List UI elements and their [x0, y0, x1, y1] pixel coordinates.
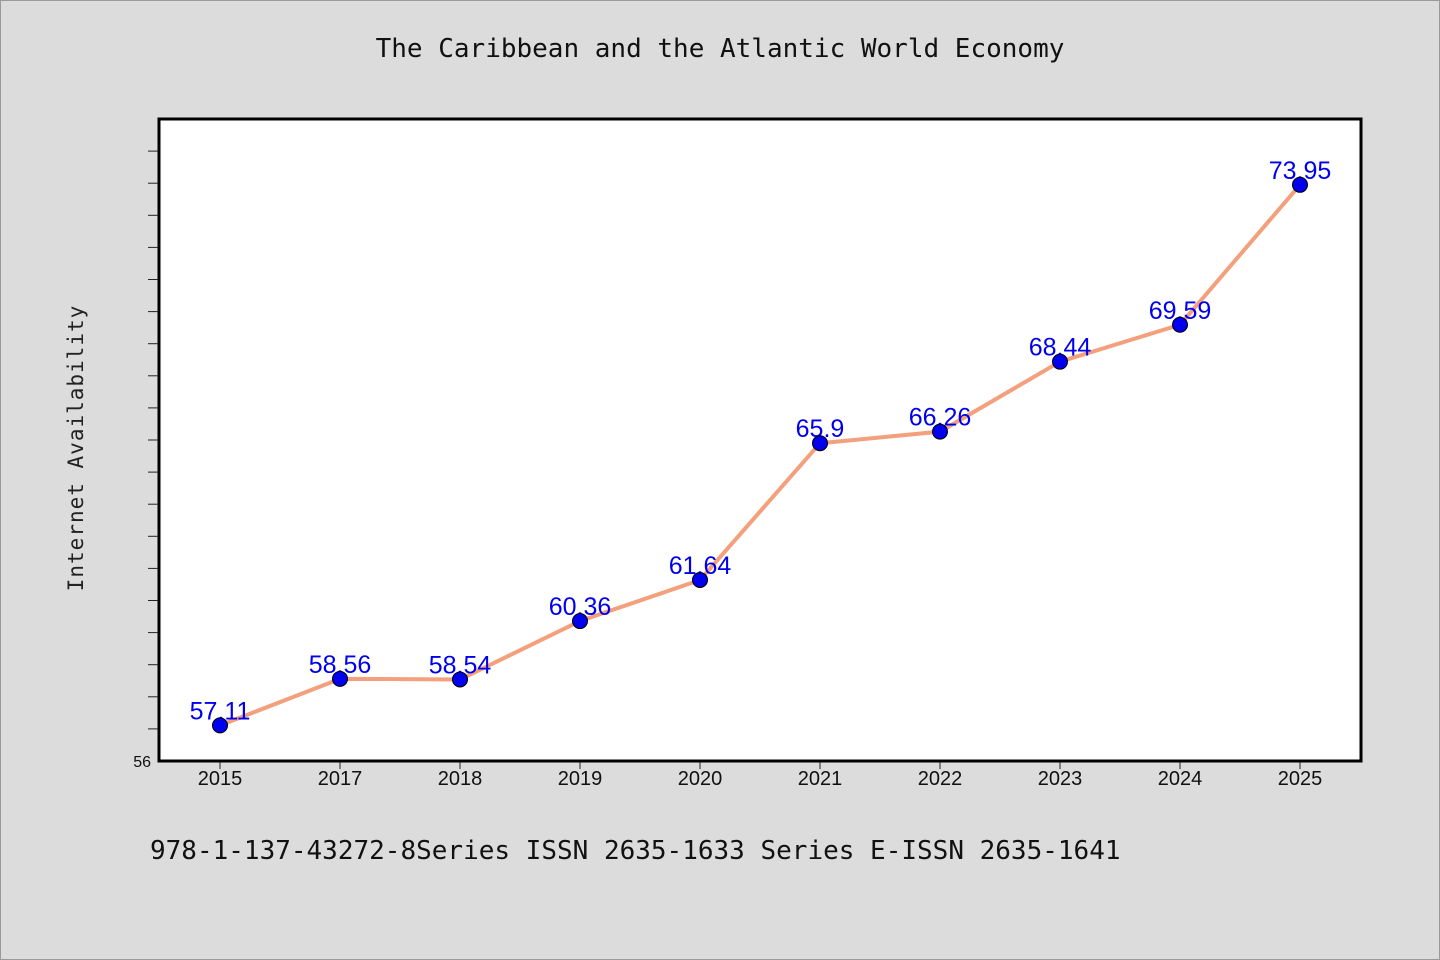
data-point — [1292, 176, 1308, 193]
y-tick-label: 56 — [133, 754, 151, 771]
data-point — [692, 571, 708, 588]
x-tick-label: 2024 — [1158, 768, 1203, 790]
data-point — [572, 613, 588, 630]
series-line — [219, 183, 1302, 728]
x-tick-label: 2021 — [798, 768, 843, 790]
chart-title: The Caribbean and the Atlantic World Eco… — [375, 34, 1065, 64]
x-tick-label: 2019 — [558, 768, 603, 790]
data-point — [452, 671, 468, 688]
data-point — [812, 435, 828, 452]
x-tick-label: 2018 — [438, 768, 483, 790]
data-point — [332, 670, 348, 687]
x-tick-label: 2015 — [198, 768, 243, 790]
x-tick-label: 2022 — [918, 768, 963, 790]
data-point — [932, 423, 948, 440]
isbn-footer: 978-1-137-43272-8Series ISSN 2635-1633 S… — [150, 836, 1121, 866]
data-point — [1172, 316, 1188, 333]
y-axis-ticks: 56 — [133, 150, 158, 771]
x-axis-ticks: 2015 2017 2018 2019 2020 2021 2022 2023 2024 2025 — [198, 762, 1323, 790]
data-point — [1052, 353, 1068, 370]
data-point — [212, 717, 228, 734]
x-tick-label: 2025 — [1278, 768, 1323, 790]
x-tick-label: 2017 — [318, 768, 363, 790]
plot-area — [157, 117, 1363, 763]
x-tick-label: 2020 — [678, 768, 723, 790]
x-tick-label: 2023 — [1038, 768, 1083, 790]
